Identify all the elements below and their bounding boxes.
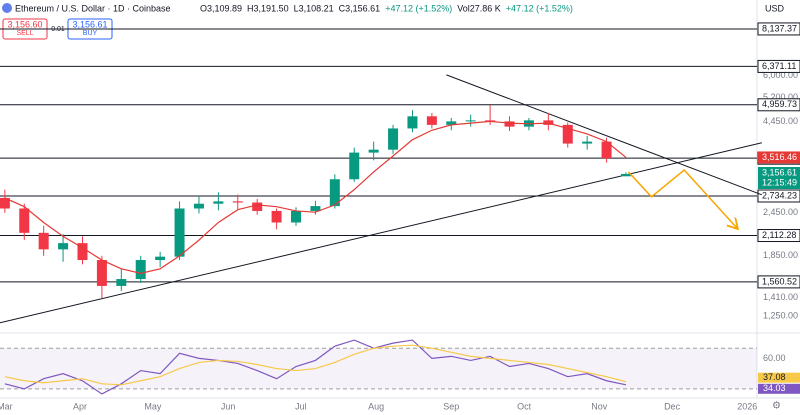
ohlc-value: Vol27.86 K xyxy=(457,3,501,13)
x-tick-label: Oct xyxy=(517,401,532,411)
candle-body xyxy=(388,128,399,150)
rsi-label-box xyxy=(758,383,800,394)
currency: USD xyxy=(765,3,785,13)
level-label: 2,112.28 xyxy=(762,230,796,240)
y-tick-label: 2,450.00 xyxy=(763,207,798,217)
y-tick-label: 4,450.00 xyxy=(763,116,798,126)
symbol: Ethereum / U.S. Dollar · 1D · Coinbase xyxy=(15,3,171,13)
ohlc-value: +47.12 (+1.52%) xyxy=(506,3,573,13)
rsi-band xyxy=(0,348,757,389)
candle-body xyxy=(135,260,146,280)
candle-body xyxy=(174,208,185,257)
level-label: 2,734.23 xyxy=(762,190,797,200)
candle-body xyxy=(0,197,10,209)
level-label: 8,137.37 xyxy=(762,23,797,33)
projection-arrow xyxy=(627,168,736,228)
candle-body xyxy=(213,201,224,204)
ohlc-value: O3,109.89 xyxy=(200,3,242,13)
ma-label: 3,516.46 xyxy=(762,152,797,162)
x-tick-label: Jul xyxy=(295,401,307,411)
ohlc-value: L3,108.21 xyxy=(294,3,334,13)
rsi-label-box xyxy=(758,372,800,383)
ohlc-value: +47.12 (+1.52%) xyxy=(385,3,452,13)
ohlc-bar: O3,109.89 H3,191.50 L3,108.21 C3,156.61 +47.… xyxy=(200,3,573,13)
candle-body xyxy=(426,116,437,125)
y-tick-label: 6,000.00 xyxy=(763,70,798,80)
rsi-tick-label: 60.00 xyxy=(763,353,786,363)
rsi-label: 37.08 xyxy=(763,372,786,382)
candle-body xyxy=(465,120,476,122)
candle-body xyxy=(58,243,69,250)
buy-price: 3,156.61 xyxy=(72,19,107,29)
settings-icon[interactable]: ⚙ xyxy=(772,401,781,412)
candle-body xyxy=(310,206,321,211)
level-label-box xyxy=(757,275,800,289)
x-tick-label: Sep xyxy=(443,401,459,411)
candle-body xyxy=(271,210,282,223)
level-label: 4,959.73 xyxy=(762,99,797,109)
candle-body xyxy=(620,173,631,177)
rsi-line xyxy=(4,344,627,386)
rsi-line xyxy=(4,339,627,395)
x-tick-label: Jun xyxy=(221,401,236,411)
countdown: 12:15:49 xyxy=(762,177,797,187)
candle-body xyxy=(329,179,340,207)
candle-body xyxy=(504,121,515,127)
candle-body xyxy=(252,202,263,211)
price-label: 3,156.61 xyxy=(762,167,797,177)
price-label-box xyxy=(758,166,800,189)
ma-label-box xyxy=(758,151,800,164)
level-label-box xyxy=(757,98,800,112)
moving-average xyxy=(4,120,627,274)
level-label: 1,560.52 xyxy=(762,276,797,286)
candle-body xyxy=(407,116,418,129)
candle-body xyxy=(562,124,573,144)
candle-body xyxy=(96,260,107,286)
level-label-box xyxy=(757,22,800,36)
sell-price: 3,156.60 xyxy=(7,19,42,29)
candle-body xyxy=(38,232,49,250)
candle-body xyxy=(601,141,612,159)
candle-body xyxy=(291,210,302,223)
x-tick-label: Mar xyxy=(0,401,13,411)
trendline xyxy=(446,74,763,196)
candle-body xyxy=(19,208,30,233)
ohlc-value: H3,191.50 xyxy=(247,3,289,13)
candle-body xyxy=(155,256,166,261)
level-label: 6,371.11 xyxy=(762,61,796,71)
candle-body xyxy=(582,141,593,144)
candle-body xyxy=(116,279,127,286)
candle-body xyxy=(232,201,243,203)
x-tick-label: Dec xyxy=(664,401,681,411)
x-tick-label: Aug xyxy=(368,401,384,411)
buy-label: BUY xyxy=(83,30,98,37)
y-tick-label: 5,200.00 xyxy=(763,92,798,102)
y-tick-label: 1,250.00 xyxy=(763,310,798,320)
eth-logo xyxy=(2,3,12,13)
ohlc-value: C3,156.61 xyxy=(339,3,381,13)
y-tick-label: 1,850.00 xyxy=(763,250,798,260)
y-tick-label: 1,410.00 xyxy=(763,292,798,302)
candle-body xyxy=(446,121,457,125)
x-tick-label: May xyxy=(144,401,162,411)
candle-body xyxy=(193,203,204,209)
x-tick-label: 2026 xyxy=(737,401,757,411)
level-label-box xyxy=(757,59,800,73)
level-label-box xyxy=(757,189,800,203)
rsi-label: 34.03 xyxy=(763,383,786,393)
level-label-box xyxy=(757,229,800,243)
sell-label: SELL xyxy=(16,30,33,37)
trendline xyxy=(0,142,762,324)
x-tick-label: Nov xyxy=(591,401,608,411)
candle-body xyxy=(368,149,379,153)
candle-body xyxy=(349,152,360,180)
candle-body xyxy=(77,243,88,261)
x-tick-label: Apr xyxy=(73,401,87,411)
